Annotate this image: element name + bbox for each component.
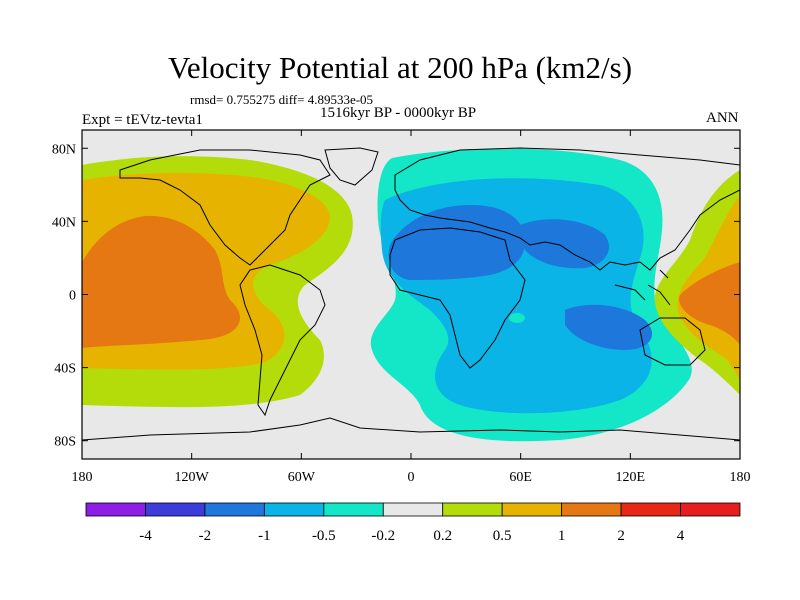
colorbar-level-label: 0.5 (493, 528, 512, 544)
africa-coastline (389, 227, 526, 369)
colorbar-level-label: -2 (199, 528, 212, 544)
y-tick-label: 80S (54, 435, 76, 450)
y-tick-label: 80N (52, 142, 76, 157)
maritime-continent-islands (614, 269, 671, 306)
colorbar: -4 -2 -1 -0.5 -0.2 0.2 0.5 1 2 4 (85, 502, 741, 544)
colorbar-swatch (620, 502, 681, 517)
experiment-label: Expt = tEVtz-tevta1 (82, 112, 203, 128)
contour-field (82, 130, 740, 459)
x-tick-label: 60E (509, 470, 532, 485)
europe-asia-coastline (394, 147, 740, 271)
south-america-coastline (239, 264, 326, 417)
colorbar-level-label: 0.2 (433, 528, 452, 544)
colorbar-swatch (382, 502, 444, 517)
west-pacific-positive-strong-region (679, 262, 740, 345)
colorbar-level-label: -4 (139, 528, 152, 544)
colorbar-swatch (501, 502, 563, 517)
africa-asia-negative-strong-region (388, 205, 526, 280)
colorbar-level-label: 1 (558, 528, 566, 544)
latitude-axis: 80N 40N 0 40S 80S (52, 142, 740, 450)
colorbar-level-label: 4 (677, 528, 685, 544)
asia-negative-strong-region (520, 219, 609, 269)
north-america-coastline (119, 149, 331, 266)
australia-coastline (639, 317, 706, 366)
x-tick-label: 0 (408, 470, 415, 485)
greenland-coastline (324, 147, 379, 186)
colorbar-swatch (204, 502, 265, 517)
antarctica-coastline (82, 417, 740, 441)
colorbar-level-label: -0.2 (371, 528, 395, 544)
colorbar-level-label: -1 (258, 528, 271, 544)
colorbar-swatch (680, 502, 741, 517)
pacific-positive-strong-region (82, 215, 240, 348)
longitude-axis: 180 120W 60W 0 60E 120E 180 (72, 130, 751, 485)
colorbar-swatch (145, 502, 206, 517)
colorbar-level-label: 2 (617, 528, 625, 544)
x-tick-label: 60W (288, 470, 316, 485)
x-tick-label: 180 (72, 470, 93, 485)
colorbar-swatch (323, 502, 384, 517)
y-tick-label: 40N (52, 215, 76, 230)
colorbar-level-label: -0.5 (312, 528, 336, 544)
indian-ocean-small-positive-spot (509, 313, 525, 323)
y-tick-label: 40S (54, 362, 76, 377)
colorbar-swatch (85, 502, 146, 517)
colorbar-swatch (561, 502, 622, 517)
season-label: ANN (706, 110, 739, 126)
colorbar-swatch (263, 502, 325, 517)
x-tick-label: 120W (175, 470, 210, 485)
indian-ocean-negative-strong-region (565, 304, 653, 350)
x-tick-label: 180 (730, 470, 751, 485)
coastlines (82, 147, 740, 441)
rmsd-diff-stats: rmsd= 0.755275 diff= 4.89533e-05 (190, 92, 374, 107)
x-tick-label: 120E (616, 470, 646, 485)
y-tick-label: 0 (69, 289, 76, 304)
colorbar-swatch (442, 502, 503, 517)
page-title: Velocity Potential at 200 hPa (km2/s) (167, 50, 633, 85)
time-period-label: 1516kyr BP - 0000kyr BP (320, 105, 477, 121)
